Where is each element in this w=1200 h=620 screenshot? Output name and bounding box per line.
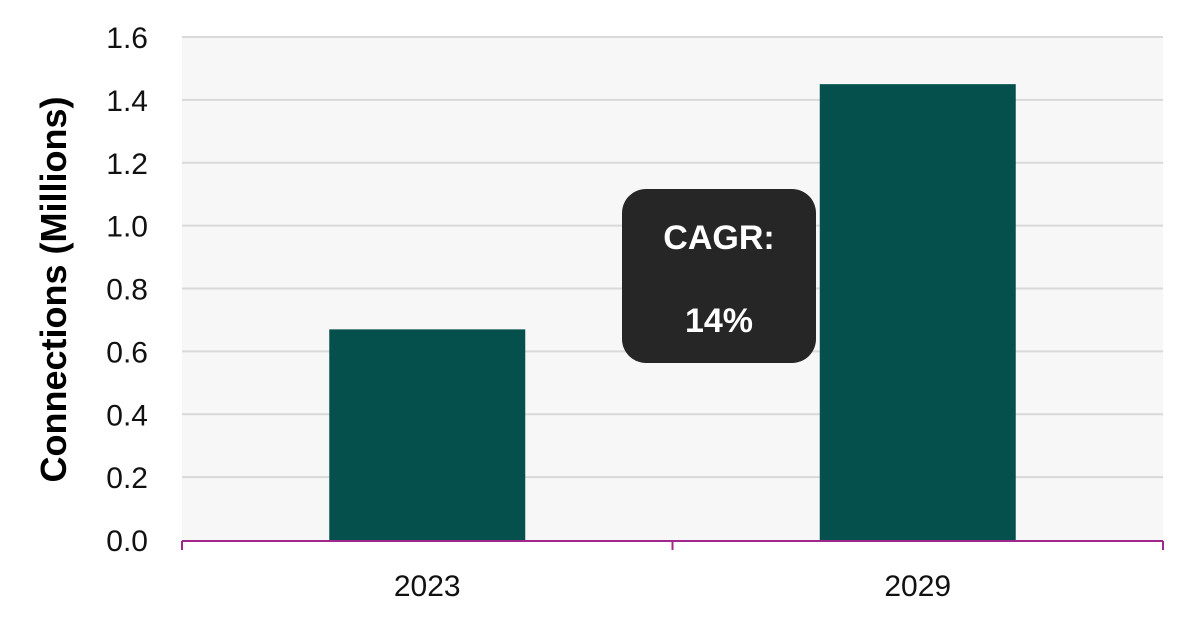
cagr-value: 14% (685, 302, 753, 340)
y-axis-title: Connections (Millions) (33, 97, 74, 483)
y-tick-label: 0.0 (106, 525, 148, 558)
y-tick-label: 1.4 (106, 85, 148, 118)
bars (329, 84, 1016, 540)
y-axis-tick-labels: 0.0 0.2 0.4 0.6 0.8 1.0 1.2 1.4 1.6 (106, 22, 148, 558)
x-tick-label: 2023 (394, 570, 461, 603)
y-tick-label: 1.0 (106, 211, 148, 244)
bar-2029 (819, 84, 1016, 540)
x-tick-label: 2029 (884, 570, 951, 603)
y-tick-label: 0.8 (106, 274, 148, 307)
cagr-annotation: CAGR: 14% (622, 189, 816, 363)
x-axis (181, 540, 1164, 550)
x-axis-tick-labels: 2023 2029 (394, 570, 951, 603)
cagr-box (622, 189, 816, 363)
y-tick-label: 0.2 (106, 462, 148, 495)
y-tick-label: 0.6 (106, 336, 148, 369)
cagr-label: CAGR: (663, 219, 774, 257)
y-tick-label: 0.4 (106, 399, 148, 432)
y-tick-label: 1.2 (106, 148, 148, 181)
bar-2023 (329, 329, 526, 540)
y-tick-label: 1.6 (106, 22, 148, 55)
